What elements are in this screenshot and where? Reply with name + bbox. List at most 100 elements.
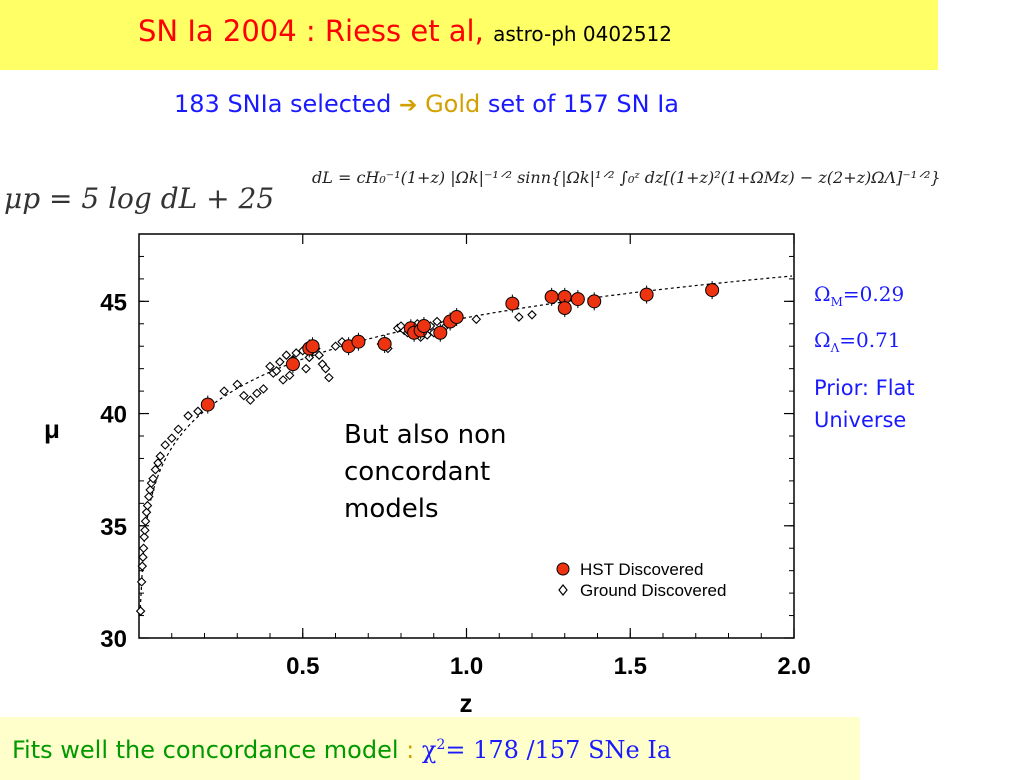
omega-lambda-value: =0.71: [839, 328, 901, 352]
hst-data-point: [449, 310, 464, 325]
hst-data-point: [377, 336, 392, 351]
ground-data-point: [320, 363, 331, 374]
ground-data-point: [139, 532, 150, 542]
y-tick-label: 35: [100, 514, 127, 541]
ground-data-point: [275, 357, 285, 367]
hst-data-point: [351, 334, 366, 349]
chi-squared: χ2= 178 /157 SNe Ia: [422, 736, 671, 764]
ground-data-point: [141, 507, 152, 518]
ground-data-point: [265, 361, 275, 372]
legend-hst-label: HST Discovered: [580, 560, 703, 579]
hst-data-point: [570, 292, 585, 307]
ground-data-point: [514, 312, 524, 322]
footer-colon: :: [406, 736, 415, 764]
ground-data-point: [314, 350, 324, 360]
ground-data-point: [252, 388, 262, 399]
distance-modulus-formula: μp = 5 log dL + 25: [4, 182, 275, 215]
ground-data-point: [239, 390, 249, 401]
ground-data-point: [145, 485, 155, 495]
ground-data-point: [219, 386, 229, 396]
chi-superscript: 2: [436, 737, 446, 753]
ground-data-point: [258, 384, 269, 394]
hst-data-point: [557, 301, 572, 316]
ground-data-point: [155, 451, 166, 461]
hst-data-point: [285, 357, 300, 372]
title-bar: [0, 0, 938, 70]
omega-m-param: ΩM=0.29: [814, 282, 904, 309]
subtitle-prefix: 183 SNIa selected: [174, 90, 392, 118]
ground-data-point: [153, 458, 163, 468]
omega-m-subscript: M: [830, 295, 843, 309]
slide-title: SN Ia 2004 : Riess et al, astro-ph 04025…: [138, 14, 672, 48]
slide-subtitle: 183 SNIa selected ➔ Gold set of 157 SN I…: [174, 90, 679, 118]
title-reference: astro-ph 0402512: [493, 22, 672, 46]
model-curve: [139, 275, 793, 609]
y-tick-label: 40: [100, 402, 127, 429]
omega-m-value: =0.29: [842, 282, 905, 306]
ground-data-point: [284, 370, 295, 381]
ground-data-point: [173, 424, 184, 435]
ground-data-point: [166, 433, 177, 444]
footer-bar: [0, 717, 860, 780]
ground-data-point: [278, 375, 288, 385]
y-tick-label: 45: [100, 289, 127, 316]
hubble-diagram-chart: 0.5 1.0 1.5 2.0 30 35 40 45 z μ HST Discovered…: [44, 233, 811, 715]
ground-data-point: [135, 606, 146, 616]
ground-data-point: [281, 350, 292, 360]
arrow-right-icon: ➔: [399, 93, 418, 118]
prior-note: Prior: Flat Universe: [814, 376, 915, 432]
ground-data-point: [142, 500, 153, 511]
ground-data-point: [140, 525, 150, 536]
omega-lambda-subscript: Λ: [830, 341, 840, 355]
ground-data-point: [291, 348, 301, 358]
footer-statement: Fits well the concordance model: [12, 736, 399, 764]
chi-value: = 178 /157 SNe Ia: [445, 736, 672, 764]
x-tick-label: 0.5: [286, 653, 319, 680]
hst-data-point: [587, 294, 602, 309]
hst-data-point: [505, 296, 520, 311]
ground-data-point: [183, 411, 193, 421]
ground-data-point: [150, 464, 161, 475]
title-main: SN Ia 2004 : Riess et al,: [138, 14, 484, 48]
ground-data-point: [301, 363, 311, 374]
y-tick-label: 30: [100, 626, 127, 653]
x-tick-label: 2.0: [777, 653, 810, 680]
y-axis-label: μ: [44, 414, 60, 444]
chi-symbol: χ: [421, 736, 437, 764]
hst-data-point: [639, 287, 654, 302]
x-axis-label: z: [460, 688, 473, 715]
subtitle-gold: Gold: [425, 90, 481, 118]
ground-data-point: [144, 491, 154, 502]
footer-text: Fits well the concordance model : χ2= 17…: [12, 736, 671, 764]
ground-data-point: [137, 561, 148, 571]
x-axis-ticks: 0.5 1.0 1.5 2.0: [171, 234, 811, 680]
hst-data-point: [705, 283, 720, 298]
legend-hst-marker: [556, 562, 570, 576]
ground-data-point: [527, 310, 537, 320]
hst-data-point: [544, 289, 559, 304]
legend-ground-label: Ground Discovered: [580, 581, 726, 600]
hst-data-point: [416, 319, 431, 334]
omega-lambda-symbol: Ω: [814, 328, 831, 352]
legend: HST Discovered Ground Discovered: [556, 560, 726, 600]
omega-m-symbol: Ω: [814, 282, 831, 306]
hst-data-point: [200, 397, 215, 412]
hst-data-point: [433, 325, 448, 340]
omega-lambda-param: ΩΛ=0.71: [814, 328, 901, 355]
ground-data-point: [138, 552, 148, 562]
hst-discovered-points: [200, 281, 720, 414]
ground-data-point: [148, 473, 158, 484]
x-tick-label: 1.5: [614, 653, 647, 680]
ground-data-point: [160, 440, 170, 450]
ground-data-point: [138, 543, 149, 554]
ground-data-point: [324, 372, 334, 383]
ground-data-point: [193, 406, 203, 417]
ground-data-point: [271, 366, 282, 376]
annotation-text: But also non concordant models: [344, 420, 507, 524]
hst-data-point: [305, 339, 320, 354]
ground-data-point: [471, 314, 482, 325]
ground-data-point: [232, 379, 243, 390]
ground-data-point: [432, 316, 442, 327]
y-axis-ticks: 30 35 40 45: [100, 255, 794, 653]
ground-data-point: [136, 577, 147, 587]
